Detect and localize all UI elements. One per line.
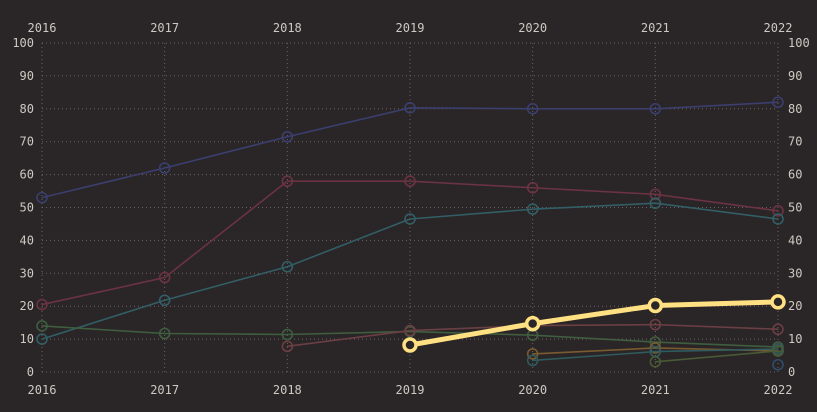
y-tick-label-left: 10 [20, 332, 34, 346]
data-point[interactable] [404, 213, 416, 225]
y-tick-label-right: 90 [788, 69, 802, 83]
y-tick-label-left: 100 [12, 36, 34, 50]
series-line [41, 180, 779, 306]
y-tick-label-left: 20 [20, 299, 34, 313]
data-point[interactable] [772, 323, 784, 336]
y-tick-label-left: 50 [20, 201, 34, 215]
data-point[interactable] [404, 324, 416, 337]
data-point[interactable] [281, 328, 294, 341]
data-point[interactable] [158, 271, 171, 284]
data-point[interactable] [772, 358, 784, 371]
series-3 [36, 197, 784, 345]
data-point[interactable] [772, 213, 784, 225]
series-line [654, 350, 779, 363]
data-point[interactable] [649, 188, 662, 201]
y-tick-label-right: 0 [788, 365, 795, 379]
grid-layer [41, 42, 779, 373]
data-point[interactable] [647, 297, 664, 314]
x-tick-label-bottom: 2022 [764, 383, 793, 397]
data-point[interactable] [281, 130, 294, 143]
data-point[interactable] [772, 345, 784, 357]
y-tick-label-right: 20 [788, 299, 802, 313]
data-point[interactable] [281, 340, 294, 353]
x-tick-label-bottom: 2018 [273, 383, 302, 397]
x-tick-label-top: 2022 [764, 21, 793, 35]
data-point[interactable] [158, 327, 171, 340]
series-line [407, 299, 781, 348]
x-tick-label-top: 2020 [518, 21, 547, 35]
y-tick-label-right: 40 [788, 233, 802, 247]
series-1 [36, 96, 784, 204]
y-tick-label-left: 70 [20, 135, 34, 149]
data-point[interactable] [526, 103, 539, 115]
data-point[interactable] [526, 203, 539, 215]
data-point[interactable] [772, 204, 784, 217]
y-tick-label-right: 100 [788, 36, 810, 50]
x-tick-label-top: 2018 [273, 21, 302, 35]
y-tick-label-left: 30 [20, 266, 34, 280]
data-point[interactable] [649, 342, 662, 354]
data-point[interactable] [524, 315, 541, 332]
data-point[interactable] [281, 260, 294, 273]
x-tick-label-bottom: 2016 [28, 383, 57, 397]
series-8 [649, 345, 784, 368]
y-tick-label-right: 10 [788, 332, 802, 346]
data-point[interactable] [772, 96, 784, 109]
y-tick-label-right: 80 [788, 102, 802, 116]
data-point[interactable] [649, 356, 662, 368]
data-point[interactable] [281, 175, 294, 187]
y-tick-label-left: 0 [27, 365, 34, 379]
data-point[interactable] [404, 175, 416, 187]
data-point[interactable] [402, 337, 418, 353]
x-tick-label-bottom: 2020 [518, 383, 547, 397]
series-2 [36, 175, 784, 311]
x-tick-label-bottom: 2021 [641, 383, 670, 397]
series-highlighted [402, 294, 786, 353]
y-tick-label-left: 90 [20, 69, 34, 83]
x-tick-label-top: 2017 [150, 21, 179, 35]
x-tick-label-top: 2016 [28, 21, 57, 35]
data-point[interactable] [404, 102, 416, 114]
data-point[interactable] [158, 294, 171, 307]
y-tick-label-left: 60 [20, 168, 34, 182]
data-point[interactable] [158, 162, 171, 174]
data-point[interactable] [649, 197, 662, 210]
x-tick-label-top: 2019 [396, 21, 425, 35]
data-point[interactable] [526, 181, 539, 194]
x-tick-label-bottom: 2019 [396, 383, 425, 397]
data-point[interactable] [526, 348, 539, 360]
series-line [41, 202, 779, 340]
data-point[interactable] [36, 191, 48, 204]
y-tick-label-right: 50 [788, 201, 802, 215]
y-tick-label-right: 70 [788, 135, 802, 149]
data-point[interactable] [526, 354, 539, 367]
y-tick-label-right: 60 [788, 168, 802, 182]
data-point[interactable] [36, 320, 48, 332]
y-tick-label-left: 40 [20, 233, 34, 247]
series-line [531, 348, 779, 362]
series-line [41, 325, 779, 348]
data-point[interactable] [770, 294, 786, 310]
y-tick-label-right: 30 [788, 266, 802, 280]
series-9 [772, 358, 784, 371]
data-point[interactable] [36, 333, 48, 345]
data-point[interactable] [649, 103, 662, 115]
data-point[interactable] [36, 298, 48, 311]
x-tick-label-bottom: 2017 [150, 383, 179, 397]
series-line [41, 101, 779, 199]
x-tick-label-top: 2021 [641, 21, 670, 35]
y-tick-label-left: 80 [20, 102, 34, 116]
data-point[interactable] [649, 318, 662, 331]
series-layer [36, 96, 786, 371]
